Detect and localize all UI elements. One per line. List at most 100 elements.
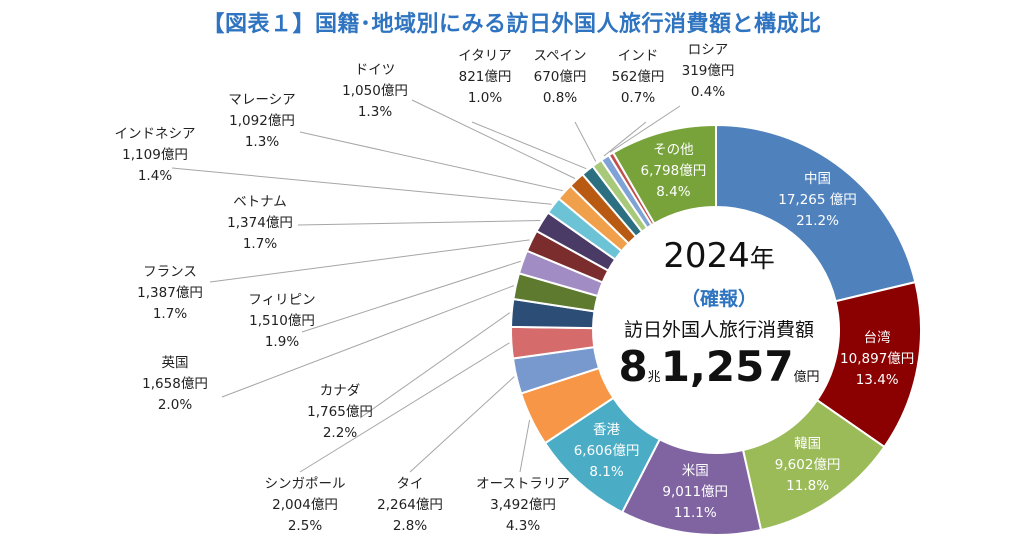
slice-label-イタリア: イタリア 821億円 1.0% — [440, 46, 530, 109]
label-share: 1.3% — [357, 104, 393, 120]
leader-line-フィリピン — [301, 260, 521, 333]
slice-中国 — [715, 123, 917, 303]
leader-line-シンガポール — [299, 342, 510, 473]
leader-line-フランス — [209, 239, 530, 283]
label-share: 1.9% — [264, 334, 300, 350]
label-name: ベトナム — [233, 194, 287, 210]
label-value: 670億円 — [533, 69, 587, 85]
label-share: 11.8% — [786, 478, 830, 495]
slice-label-インド: インド 562億円 0.7% — [598, 46, 678, 109]
total-label: 訪日外国人旅行消費額 — [623, 319, 814, 341]
leader-line-group — [171, 99, 681, 473]
label-share: 2.2% — [322, 425, 358, 441]
label-share: 1.7% — [242, 236, 278, 252]
label-name: 米国 — [681, 462, 709, 479]
label-value: 6,606億円 — [573, 443, 640, 460]
label-name: フランス — [143, 264, 197, 280]
label-value: 3,492億円 — [490, 497, 556, 513]
slice-label-香港: 香港 6,606億円 8.1% — [552, 420, 662, 483]
chart-title: 【図表１】国籍･地域別にみる訪日外国人旅行消費額と構成比 — [202, 12, 822, 37]
label-share: 1.0% — [467, 90, 503, 106]
label-value: 1,658億円 — [142, 376, 208, 392]
slice-label-マレーシア: マレーシア 1,092億円 1.3% — [212, 90, 312, 153]
label-name: シンガポール — [264, 476, 346, 492]
label-share: 2.0% — [157, 397, 193, 413]
label-share: 0.8% — [542, 90, 578, 106]
label-name: タイ — [396, 476, 424, 492]
label-value: 9,011億円 — [662, 483, 729, 500]
leader-line-ベトナム — [297, 220, 541, 226]
leader-line-英国 — [221, 285, 514, 398]
label-value: 1,510億円 — [249, 313, 315, 329]
label-share: 13.4% — [855, 372, 899, 389]
leader-line-カナダ — [359, 312, 511, 419]
slice-label-英国: 英国 1,658億円 2.0% — [130, 353, 220, 416]
label-share: 4.3% — [505, 518, 541, 534]
leader-line-インド — [603, 121, 647, 157]
total-value: 8兆1,257億円 — [588, 343, 850, 402]
label-value: 1,387億円 — [137, 285, 203, 301]
slice-label-ロシア: ロシア 319億円 0.4% — [668, 40, 748, 103]
slice-label-シンガポール: シンガポール 2,004億円 2.5% — [255, 474, 355, 537]
slice-label-中国: 中国 17,265 億円 21.2% — [763, 169, 873, 232]
slice-label-米国: 米国 9,011億円 11.1% — [640, 461, 750, 524]
label-share: 11.1% — [673, 504, 717, 521]
slice-label-フィリピン: フィリピン 1,510億円 1.9% — [232, 290, 332, 353]
label-value: 1,765億円 — [307, 404, 373, 420]
leader-line-オーストラリア — [519, 419, 531, 473]
slice-label-インドネシア: インドネシア 1,109億円 1.4% — [100, 124, 210, 187]
slice-group — [510, 123, 922, 536]
slice-label-韓国: 韓国 9,602億円 11.8% — [753, 434, 863, 497]
slice-その他 — [611, 123, 717, 225]
label-name: カナダ — [319, 383, 361, 399]
label-share: 1.7% — [152, 306, 188, 322]
label-name: 中国 — [804, 171, 832, 188]
total-trillion-unit: 兆 — [647, 370, 661, 385]
label-value: 562億円 — [611, 69, 665, 85]
label-share: 2.5% — [287, 518, 323, 534]
slice-label-オーストラリア: オーストラリア 3,492億円 4.3% — [468, 474, 578, 537]
label-value: 2,004億円 — [272, 497, 338, 513]
slice-label-ドイツ: ドイツ 1,050億円 1.3% — [325, 60, 425, 123]
center-summary: 2024年 （確報） 訪日外国人旅行消費額 8兆1,257億円 — [588, 236, 850, 402]
label-value: 319億円 — [681, 63, 735, 79]
label-share: 21.2% — [796, 213, 839, 230]
leader-line-ドイツ — [411, 99, 576, 179]
total-trillion: 8 — [618, 342, 648, 391]
label-share: 8.1% — [589, 464, 624, 481]
leader-line-マレーシア — [299, 131, 564, 192]
label-name: その他 — [653, 141, 694, 158]
label-value: 10,897億円 — [840, 351, 915, 368]
label-name: フィリピン — [248, 292, 316, 308]
label-value: 1,109億円 — [122, 147, 188, 163]
label-name: オーストラリア — [476, 476, 570, 492]
label-value: 1,092億円 — [229, 113, 295, 129]
label-name: ロシア — [687, 42, 729, 58]
slice-label-ベトナム: ベトナム 1,374億円 1.7% — [210, 192, 310, 255]
slice-label-その他: その他 6,798億円 8.4% — [618, 140, 728, 203]
label-value: 1,050億円 — [342, 83, 408, 99]
status-text: （確報） — [680, 288, 757, 310]
label-value: 1,374億円 — [227, 215, 293, 231]
total-hundred-million: 1,257 — [660, 342, 794, 391]
label-share: 1.3% — [244, 134, 280, 150]
year-value: 2024 — [663, 236, 750, 276]
slice-label-タイ: タイ 2,264億円 2.8% — [365, 474, 455, 537]
label-share: 0.4% — [690, 84, 726, 100]
label-name: インドネシア — [114, 126, 196, 142]
label-value: 9,602億円 — [774, 457, 841, 474]
slice-label-カナダ: カナダ 1,765億円 2.2% — [290, 381, 390, 444]
leader-line-インドネシア — [171, 167, 552, 205]
leader-line-タイ — [409, 376, 515, 473]
year-unit: 年 — [749, 244, 775, 273]
slice-label-フランス: フランス 1,387億円 1.7% — [120, 262, 220, 325]
leader-line-ロシア — [609, 105, 681, 153]
label-value: 2,264億円 — [377, 497, 443, 513]
label-name: スペイン — [533, 48, 587, 64]
label-name: イタリア — [458, 48, 512, 64]
label-value: 17,265 億円 — [778, 192, 857, 209]
label-share: 0.7% — [620, 90, 656, 106]
label-name: インド — [617, 48, 659, 64]
label-name: マレーシア — [228, 92, 296, 108]
label-share: 2.8% — [392, 518, 428, 534]
